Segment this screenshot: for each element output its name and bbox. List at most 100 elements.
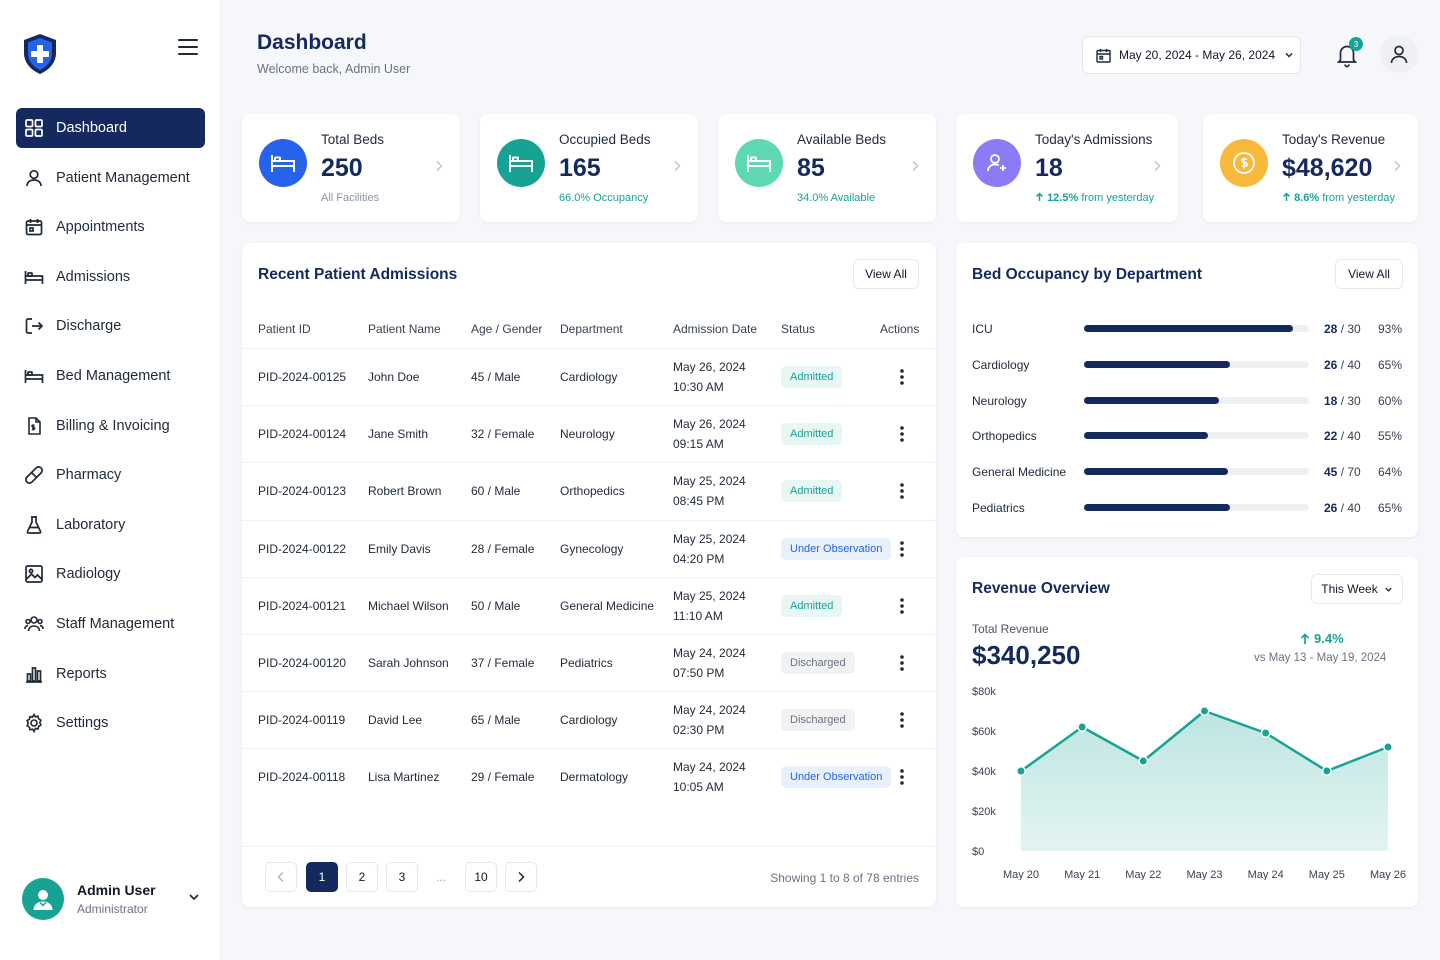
admission-date-cell: May 25, 2024 [673,588,746,603]
occupancy-count: 22 / 40 [1324,429,1361,444]
more-actions-icon[interactable] [894,424,910,444]
sidebar-item-appointments[interactable]: Appointments [16,207,205,247]
dashboard-grid-icon [24,118,44,138]
stat-value: 250 [321,154,363,182]
chevron-down-icon[interactable] [188,891,200,903]
table-row[interactable]: PID-2024-00123 Robert Brown 60 / Male Ortho… [242,462,936,519]
occupancy-percent: 93% [1377,322,1402,336]
stat-card-occupied-beds[interactable]: Occupied Beds 165 66.0% Occupancy [480,114,698,222]
chevron-down-icon [1284,50,1294,60]
admission-time-cell: 02:30 PM [673,723,725,738]
column-header-admission-date[interactable]: Admission Date [673,322,758,336]
revenue-data-point[interactable] [1383,742,1393,752]
revenue-data-point[interactable] [1077,722,1088,732]
occupancy-percent: 60% [1377,393,1402,408]
sidebar-item-billing[interactable]: Billing & Invoicing [16,406,205,446]
revenue-data-point[interactable] [1321,766,1332,776]
stat-label: Occupied Beds [559,132,651,147]
sidebar-item-label: Laboratory [56,516,126,533]
stat-card-todays-revenue[interactable]: Today's Revenue $48,620 8.6% from yester… [1203,114,1418,222]
patient-name-cell: John Doe [368,370,420,384]
department-cell: General Medicine [560,598,655,613]
stat-value: 18 [1035,154,1063,182]
pagination-page-2[interactable]: 2 [346,862,378,892]
more-actions-icon[interactable] [894,653,910,673]
pagination-prev-button[interactable] [265,862,297,892]
stat-value: $48,620 [1282,154,1373,182]
profile-button[interactable] [1380,35,1418,73]
more-actions-icon[interactable] [894,481,910,501]
column-header-status[interactable]: Status [781,322,816,336]
status-badge: Admitted [781,480,843,503]
admissions-view-all-button[interactable]: View All [853,259,919,289]
more-actions-icon[interactable] [894,596,910,616]
stat-card-available-beds[interactable]: Available Beds 85 34.0% Available [718,114,936,222]
revenue-period-select[interactable]: This Week [1311,574,1403,604]
occupancy-bar-fill [1084,396,1219,404]
table-row[interactable]: PID-2024-00122 Emily Davis 28 / Female Gyne… [242,519,936,577]
pagination-page-last[interactable]: 10 [465,862,497,892]
revenue-area-fill [1021,711,1388,851]
stat-change: 8.6% [1294,192,1320,204]
column-header-age-gender[interactable]: Age / Gender [471,322,543,336]
occupancy-view-all-button[interactable]: View All [1335,259,1403,289]
revenue-data-point[interactable] [1199,706,1210,716]
patient-id-cell: PID-2024-00121 [258,598,347,613]
sidebar-item-admissions[interactable]: Admissions [16,257,205,297]
date-range-picker[interactable]: May 20, 2024 - May 26, 2024 [1082,36,1301,74]
revenue-area-chart: $0 $20k $40k $60k $80k May 20 May 21 May 22 May … [972,686,1406,880]
table-row[interactable]: PID-2024-00125 John Doe 45 / Male Cardiolog… [242,348,936,405]
department-name: Pediatrics [972,501,1025,515]
stat-label: Today's Revenue [1282,132,1386,147]
sidebar-item-laboratory[interactable]: Laboratory [16,505,205,545]
recent-admissions-panel [242,243,936,907]
more-actions-icon[interactable] [894,767,910,787]
pagination-info: Showing 1 to 8 of 78 entries [770,871,919,885]
pagination-next-button[interactable] [505,862,537,892]
sidebar-item-discharge[interactable]: Discharge [16,306,205,346]
occupied-beds: 26 [1324,357,1338,372]
table-row[interactable]: PID-2024-00119 David Lee 65 / Male Cardiolo… [242,691,936,748]
more-actions-icon[interactable] [894,710,910,730]
department-cell: Cardiology [560,713,618,728]
table-row[interactable]: PID-2024-00124 Jane Smith 32 / Female Neuro… [242,405,936,462]
stat-card-todays-admissions[interactable]: Today's Admissions 18 12.5% from yesterd… [956,114,1178,222]
sidebar-item-bed-management[interactable]: Bed Management [16,356,205,396]
stat-change-note: from yesterday [1319,192,1395,204]
sidebar-item-label: Billing & Invoicing [56,417,170,434]
patient-name-cell: Lisa Martinez [368,770,440,785]
chevron-right-icon [435,160,443,172]
occupancy-percent: 65% [1377,501,1402,515]
more-actions-icon[interactable] [894,539,910,559]
column-header-patient-name[interactable]: Patient Name [368,322,441,336]
stat-label: Today's Admissions [1035,132,1153,147]
sidebar-item-staff-management[interactable]: Staff Management [16,604,205,644]
column-header-patient-id[interactable]: Patient ID [258,322,311,336]
stat-label: Total Beds [321,132,385,147]
pagination-page-1[interactable]: 1 [306,862,338,892]
stat-card-total-beds[interactable]: Total Beds 250 All Facilities [242,114,460,222]
calendar-icon [1096,48,1111,63]
column-header-department[interactable]: Department [560,322,623,336]
sidebar-item-reports[interactable]: Reports [16,654,205,694]
table-row[interactable]: PID-2024-00118 Lisa Martinez 29 / Female De… [242,748,936,805]
menu-toggle-icon[interactable] [177,36,199,58]
table-row[interactable]: PID-2024-00121 Michael Wilson 50 / Male Gen… [242,576,936,634]
department-cell: Pediatrics [560,656,613,670]
occupancy-bar-fill [1084,360,1231,368]
sidebar-item-settings[interactable]: Settings [16,703,205,743]
revenue-data-point[interactable] [1138,756,1149,766]
more-actions-icon[interactable] [894,367,910,387]
admission-date-cell: May 25, 2024 [673,474,746,489]
user-add-icon [973,139,1021,187]
revenue-data-point[interactable] [1016,766,1026,776]
sidebar-item-patient-management[interactable]: Patient Management [16,158,205,198]
user-profile-card[interactable]: Admin User Administrator [22,877,212,921]
sidebar-item-radiology[interactable]: Radiology [16,554,205,594]
total-beds: 40 [1347,429,1361,444]
sidebar-item-pharmacy[interactable]: Pharmacy [16,455,205,495]
pagination-page-3[interactable]: 3 [386,862,418,892]
sidebar-item-dashboard[interactable]: Dashboard [16,108,205,148]
table-row[interactable]: PID-2024-00120 Sarah Johnson 37 / Female Pe… [242,634,936,691]
revenue-data-point[interactable] [1260,728,1271,738]
